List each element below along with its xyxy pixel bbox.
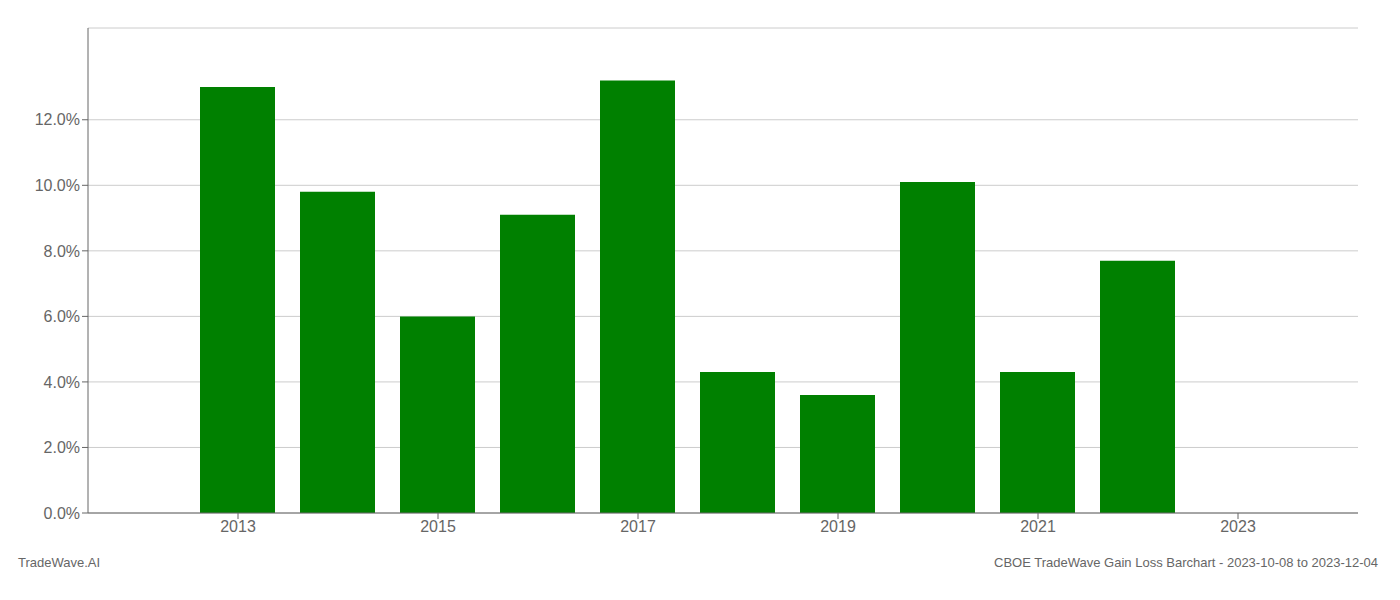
svg-text:2015: 2015 [420,518,456,535]
svg-text:12.0%: 12.0% [35,111,80,128]
svg-text:6.0%: 6.0% [44,308,80,325]
svg-text:8.0%: 8.0% [44,243,80,260]
svg-text:2019: 2019 [820,518,856,535]
svg-text:2013: 2013 [220,518,256,535]
svg-text:4.0%: 4.0% [44,374,80,391]
svg-text:0.0%: 0.0% [44,505,80,522]
svg-text:2021: 2021 [1020,518,1056,535]
svg-text:10.0%: 10.0% [35,177,80,194]
svg-text:2023: 2023 [1220,518,1256,535]
html-text:TradeWave.AI: TradeWave.AI [18,555,101,570]
svg-text:2017: 2017 [620,518,656,535]
html-text:CBOE TradeWave Gain Loss Barch: CBOE TradeWave Gain Loss Barchart - 2023… [994,555,1378,570]
svg-text:2.0%: 2.0% [44,439,80,456]
